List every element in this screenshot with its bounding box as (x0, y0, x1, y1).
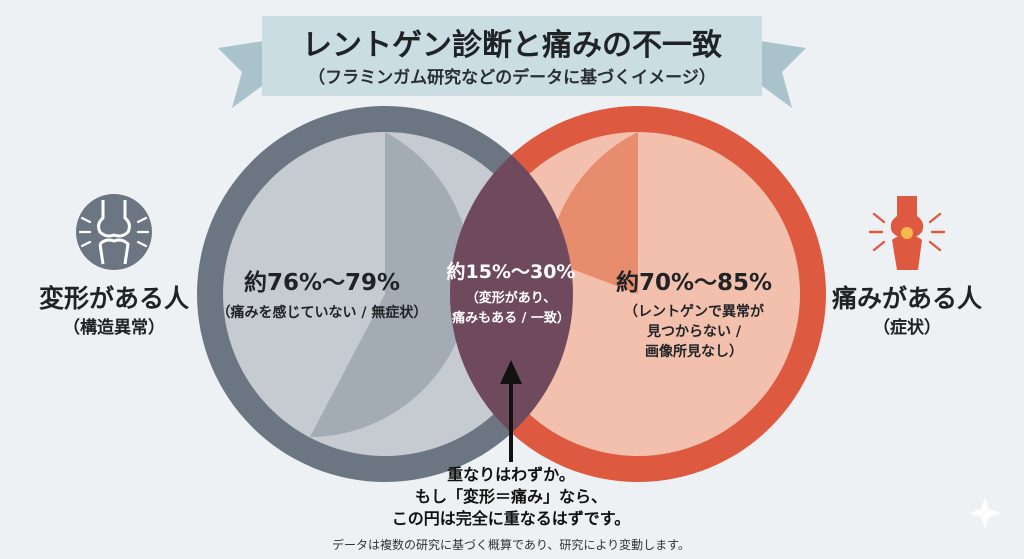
painful-knee-icon (868, 196, 946, 270)
right-circle-note-line3: 画像所見なし） (645, 343, 743, 360)
left-circle-note: （痛みを感じていない / 無症状） (217, 304, 428, 321)
callout-arrow (500, 360, 522, 462)
overlap-note-line2: 痛みもある / 一致） (451, 310, 570, 326)
page-title: レントゲン診断と痛みの不一致 (302, 28, 722, 63)
right-circle-note-line1: （レントゲンで異常が (624, 303, 765, 320)
knee-joint-icon (76, 194, 152, 270)
overlap-region (450, 106, 573, 482)
callout-line3: この円は完全に重なるはずです。 (392, 509, 630, 528)
left-side-sublabel: （構造異常） (63, 317, 165, 338)
sparkle-icon (969, 497, 1001, 529)
callout-line2: もし「変形＝痛み」なら、 (415, 487, 607, 506)
overlap-note-line1: （変形があり、 (466, 290, 556, 306)
left-circle-percent: 約76%〜79% (244, 269, 400, 296)
right-side-label: 痛みがある人 (832, 284, 982, 313)
callout-line1: 重なりはわずか。 (447, 465, 575, 484)
left-side-label: 変形がある人 (39, 284, 189, 313)
right-side-sublabel: （症状） (873, 317, 941, 338)
right-circle-percent: 約70%〜85% (616, 269, 772, 296)
footnote: データは複数の研究に基づく概算であり、研究により変動します。 (332, 537, 690, 552)
page-subtitle: （フラミンガム研究などのデータに基づくイメージ） (308, 67, 716, 88)
overlap-percent: 約15%〜30% (447, 260, 576, 283)
title-banner: レントゲン診断と痛みの不一致 （フラミンガム研究などのデータに基づくイメージ） (218, 16, 806, 108)
right-circle-note-line2: 見つからない / (646, 324, 742, 340)
